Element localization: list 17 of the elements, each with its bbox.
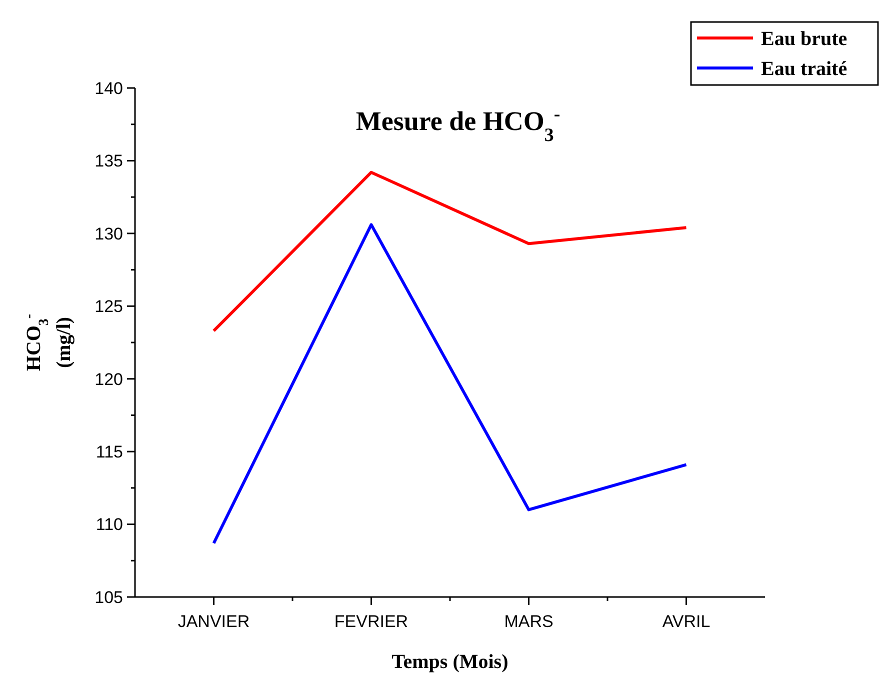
y-tick-label: 105 — [94, 588, 123, 607]
x-tick-label: MARS — [504, 612, 554, 631]
y-tick-label: 115 — [96, 442, 123, 462]
y-tick-label: 130 — [94, 224, 123, 244]
y-tick-label: 140 — [94, 78, 123, 98]
line-series — [212, 223, 688, 545]
x-axis-title: Temps (Mois) — [392, 651, 508, 673]
x-tick-label: AVRIL — [662, 612, 710, 631]
y-tick-label: 125 — [94, 297, 123, 316]
x-tick-label: JANVIER — [178, 612, 250, 631]
legend-label: Eau traité — [761, 58, 848, 80]
legend-label: Eau brute — [761, 28, 848, 50]
y-tick-label: 120 — [94, 370, 123, 389]
line-series — [212, 170, 688, 332]
x-tick-label: FEVRIER — [334, 612, 408, 631]
y-tick-label: 135 — [94, 152, 123, 171]
y-tick-label: 110 — [96, 515, 123, 534]
